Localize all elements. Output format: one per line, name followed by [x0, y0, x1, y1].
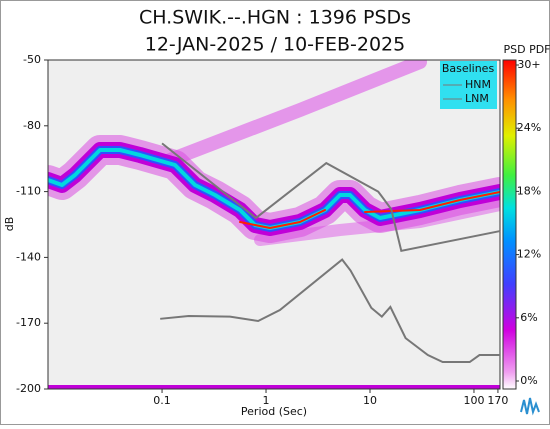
colorbar-tick-label: 30+	[517, 58, 540, 71]
x-tick-label: 100	[463, 394, 484, 407]
legend-label: HNM	[465, 78, 491, 91]
legend-label: LNM	[465, 92, 489, 105]
x-tick-label: 0.1	[153, 394, 171, 407]
colorbar-tick-label: 18%	[517, 184, 541, 197]
pdf-cloud	[48, 60, 500, 389]
x-tick-label: 10	[363, 394, 377, 407]
plot-border	[47, 59, 501, 390]
logo	[520, 397, 540, 416]
y-tick-label: -50	[23, 53, 41, 66]
y-tick-label: -80	[23, 119, 41, 132]
chart-title: CH.SWIK.--.HGN : 1396 PSDs	[139, 7, 411, 29]
colorbar-tick-label: 6%	[520, 311, 537, 324]
baseline-line	[160, 258, 500, 364]
baseline-line	[161, 142, 501, 252]
x-tick-label: 1	[263, 394, 270, 407]
colorbar-tick-label: 24%	[517, 121, 541, 134]
x-tick-label: 170	[487, 394, 508, 407]
y-tick-label: -170	[16, 316, 41, 329]
chart-subtitle: 12-JAN-2025 / 10-FEB-2025	[145, 34, 405, 56]
colorbar	[502, 59, 517, 390]
y-tick-label: -110	[16, 185, 41, 198]
y-axis-label: dB	[3, 217, 16, 232]
colorbar-tick-label: 12%	[517, 248, 541, 261]
y-tick-label: -140	[16, 250, 41, 263]
y-tick-label: -200	[16, 382, 41, 395]
colorbar-tick-label: 0%	[520, 374, 537, 387]
x-axis-label: Period (Sec)	[241, 405, 307, 418]
colorbar-title: PSD PDF	[503, 43, 550, 56]
legend-title: Baselines	[442, 62, 495, 75]
